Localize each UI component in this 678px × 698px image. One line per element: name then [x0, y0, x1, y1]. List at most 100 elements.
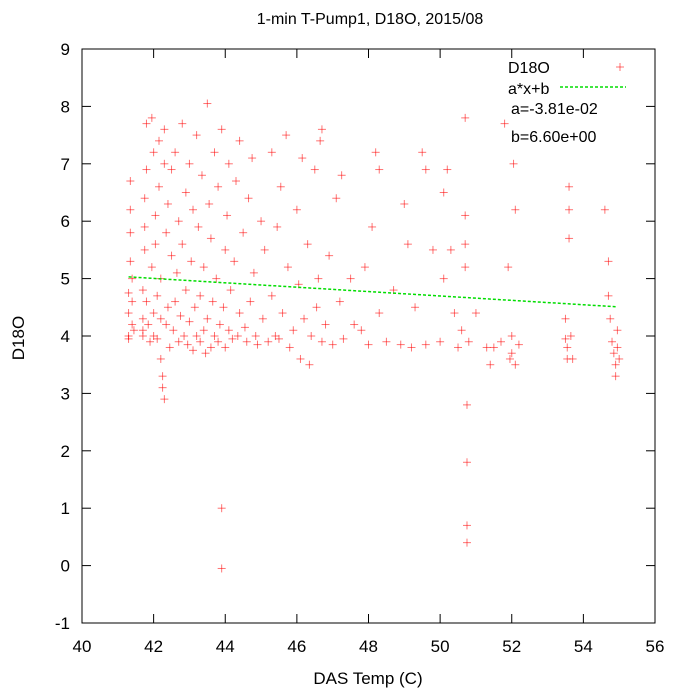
data-point	[174, 217, 183, 226]
data-point	[360, 263, 369, 272]
data-point	[203, 99, 212, 108]
data-point	[224, 159, 233, 168]
data-point	[138, 332, 147, 340]
data-point	[235, 309, 244, 318]
data-point	[507, 349, 516, 358]
data-point	[310, 165, 319, 174]
data-point	[462, 538, 471, 547]
data-point	[421, 340, 430, 349]
data-point	[196, 291, 205, 300]
x-axis-label: DAS Temp (C)	[313, 669, 422, 688]
data-point	[142, 165, 151, 174]
data-point	[199, 326, 208, 335]
data-point	[158, 372, 167, 381]
data-point	[138, 314, 147, 323]
data-point	[482, 343, 491, 352]
data-point	[285, 343, 294, 352]
annotation-slope: a=-3.81e-02	[511, 101, 598, 118]
data-point	[158, 383, 167, 392]
data-point	[418, 148, 427, 157]
x-tick-label: 40	[73, 637, 92, 656]
data-point	[267, 148, 276, 157]
data-point	[364, 340, 373, 349]
data-point	[154, 136, 163, 145]
data-point	[566, 332, 575, 340]
data-point	[206, 343, 215, 352]
data-point	[128, 320, 137, 329]
data-point	[231, 177, 240, 186]
data-point	[421, 165, 430, 174]
data-point	[189, 205, 198, 214]
y-tick-label: 9	[61, 40, 70, 59]
data-point	[171, 148, 180, 157]
data-point	[246, 297, 255, 306]
data-point	[317, 337, 326, 346]
data-point	[321, 320, 330, 329]
data-point	[149, 148, 158, 157]
data-point	[375, 309, 384, 318]
data-point	[153, 334, 162, 343]
data-point	[185, 159, 194, 168]
data-point	[509, 159, 518, 168]
data-point	[462, 521, 471, 530]
data-point	[489, 343, 498, 352]
data-point	[604, 257, 613, 266]
data-point	[314, 274, 323, 283]
data-point	[228, 334, 237, 343]
y-tick-label: 3	[61, 384, 70, 403]
data-point	[138, 286, 147, 295]
data-point	[153, 291, 162, 300]
data-point	[312, 303, 321, 312]
data-point	[239, 228, 248, 237]
data-point	[129, 326, 138, 335]
data-point	[149, 309, 158, 318]
data-point	[156, 314, 165, 323]
data-point	[178, 119, 187, 128]
data-point	[296, 354, 305, 363]
data-point	[189, 346, 198, 355]
data-point	[205, 199, 214, 208]
data-point	[273, 222, 282, 231]
data-point	[208, 297, 217, 306]
data-point	[248, 154, 257, 163]
chart-title: 1-min T-Pump1, D18O, 2015/08	[257, 11, 484, 28]
data-point	[565, 234, 574, 243]
data-point	[371, 148, 380, 157]
data-point	[400, 199, 409, 208]
y-tick-label: 6	[61, 212, 70, 231]
data-point	[196, 337, 205, 346]
data-point	[454, 343, 463, 352]
data-point	[450, 309, 459, 318]
data-point	[497, 337, 506, 346]
scatter-points	[124, 99, 624, 573]
data-point	[140, 194, 149, 203]
data-point	[171, 297, 180, 306]
data-point	[163, 199, 172, 208]
data-point	[147, 263, 156, 272]
data-point	[176, 311, 185, 320]
data-point	[151, 240, 160, 249]
x-tick-label: 44	[216, 637, 235, 656]
data-point	[144, 320, 153, 329]
data-point	[282, 131, 291, 140]
data-point	[217, 564, 226, 573]
data-point	[124, 309, 133, 318]
data-point	[160, 125, 169, 134]
data-point	[221, 343, 230, 352]
legend-label-d18o: D18O	[508, 60, 550, 77]
data-point	[126, 205, 135, 214]
x-tick-label: 42	[144, 637, 163, 656]
data-point	[181, 188, 190, 197]
data-point	[167, 165, 176, 174]
data-point	[613, 343, 622, 352]
data-point	[230, 257, 239, 266]
data-point	[126, 257, 135, 266]
data-point	[446, 245, 455, 254]
data-point	[257, 217, 266, 226]
data-point	[178, 240, 187, 249]
data-point	[303, 240, 312, 249]
data-point	[565, 182, 574, 191]
data-point	[608, 337, 617, 346]
data-point	[307, 332, 316, 340]
data-point	[305, 360, 314, 369]
